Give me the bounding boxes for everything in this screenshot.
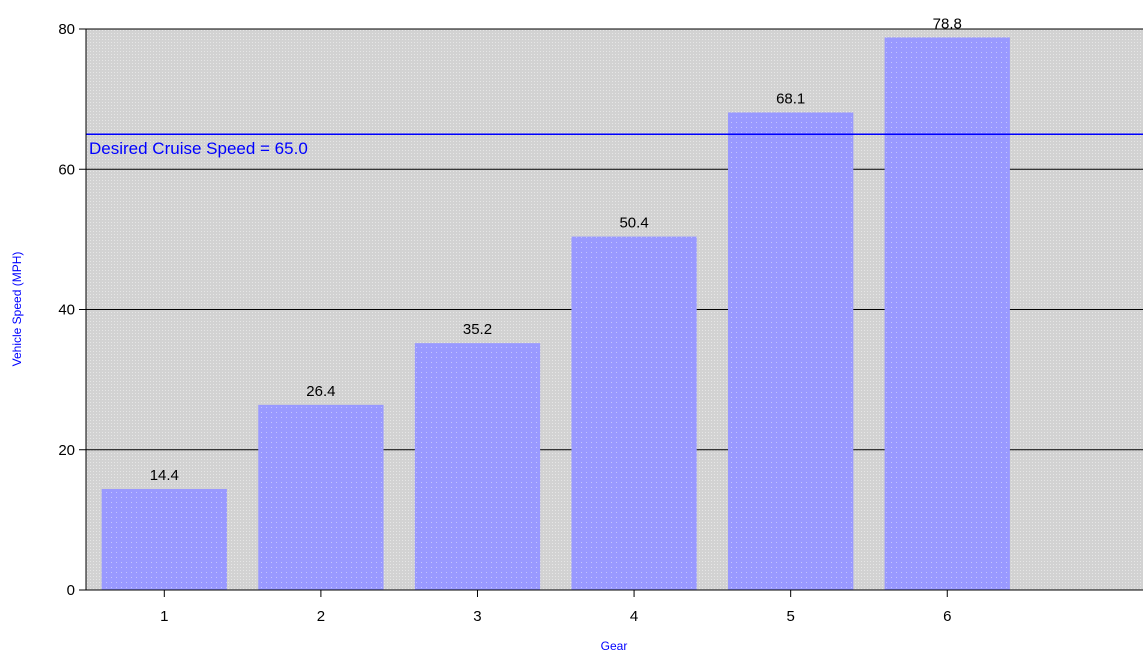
reference-line-label: Desired Cruise Speed = 65.0: [89, 139, 308, 158]
bars: [101, 37, 1010, 591]
x-axis-title: Gear: [601, 639, 628, 653]
bar: [101, 489, 227, 590]
bar: [884, 37, 1010, 591]
x-axis-ticks: 1 2 3 4 5 6: [160, 590, 951, 625]
bar: [571, 236, 697, 590]
x-tick-label: 2: [317, 608, 325, 625]
bar: [258, 404, 384, 590]
y-tick-label: 0: [67, 582, 75, 599]
bar: [728, 112, 854, 590]
bar: [414, 343, 541, 590]
x-tick-label: 4: [630, 608, 638, 625]
bar-value-label: 78.8: [933, 15, 962, 32]
y-tick-label: 80: [58, 21, 75, 38]
x-tick-label: 6: [943, 608, 951, 625]
x-tick-label: 3: [473, 608, 481, 625]
y-tick-label: 20: [58, 442, 75, 459]
y-tick-label: 60: [58, 161, 75, 178]
bar-value-label: 14.4: [150, 467, 179, 484]
x-tick-label: 1: [160, 608, 168, 625]
bar-value-label: 26.4: [306, 383, 335, 400]
bar-value-label: 50.4: [619, 215, 648, 232]
y-axis-ticks: 0 20 40 60 80: [58, 21, 86, 599]
bar-value-label: 68.1: [776, 90, 805, 107]
value-labels: 14.4 26.4 35.2 50.4 68.1 78.8: [150, 15, 962, 484]
y-tick-label: 40: [58, 302, 75, 319]
bar-value-label: 35.2: [463, 321, 492, 338]
x-tick-label: 5: [786, 608, 794, 625]
y-axis-title: Vehicle Speed (MPH): [10, 252, 24, 367]
